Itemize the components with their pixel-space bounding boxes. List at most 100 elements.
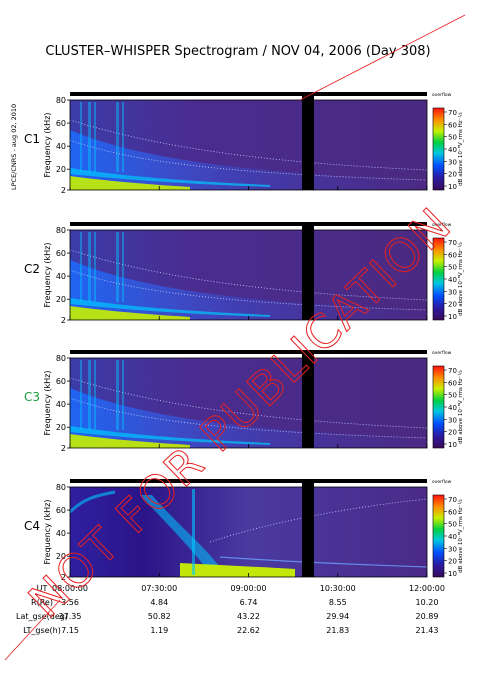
ephemeris-value: 3.56 xyxy=(61,598,79,607)
watermark-line-top xyxy=(299,14,466,101)
ephemeris-value: 10:30:00 xyxy=(320,584,356,593)
chart-title: CLUSTER–WHISPER Spectrogram / NOV 04, 20… xyxy=(45,44,430,59)
spectral-emissions xyxy=(68,489,428,577)
ephemeris-value: 20.89 xyxy=(416,612,439,621)
ephemeris-value: 43.22 xyxy=(237,612,260,621)
ephemeris-label: R(Re) xyxy=(31,598,53,607)
y-axis-label: Frequency (kHz) xyxy=(43,243,52,308)
panel-top-bar xyxy=(70,92,427,96)
colorbar-tick-label: 20 xyxy=(448,171,457,179)
y-tick-label: 60 xyxy=(56,119,66,128)
y-tick-label: 20 xyxy=(56,165,66,174)
spacecraft-label: C1 xyxy=(24,132,40,146)
colorbar-tick-label: 20 xyxy=(448,429,457,437)
y-tick-label: 60 xyxy=(56,506,66,515)
y-tick-label: 20 xyxy=(56,423,66,432)
y-tick-label: 40 xyxy=(56,142,66,151)
y-axis-label: Frequency (kHz) xyxy=(43,371,52,436)
spacecraft-label: C3 xyxy=(24,390,40,404)
data-gap xyxy=(302,483,314,577)
colorbar-tick-label: 40 xyxy=(448,404,457,412)
ephemeris-row-1: R(Re) 3.56 4.84 6.74 8.55 10.20 xyxy=(31,598,438,607)
spacecraft-label: C2 xyxy=(24,262,40,276)
ephemeris-value: 08:00:00 xyxy=(52,584,88,593)
panel-c4: 80 60 40 20 2 Frequency (kHz)C4 overflow 70 60 50… xyxy=(24,479,464,582)
colorbar-tick-label: 60 xyxy=(448,379,457,387)
ephemeris-value: 22.62 xyxy=(237,626,260,635)
colorbar-unit-label: dB above 10⁻⁸V_rms Hz⁻½ xyxy=(457,370,464,444)
colorbar-tick-label: 70 xyxy=(448,239,457,247)
y-tick-label: 40 xyxy=(56,529,66,538)
colorbar-tick-label: 50 xyxy=(448,392,457,400)
y-tick-label: 2 xyxy=(61,573,66,582)
ephemeris-value: 4.84 xyxy=(150,598,168,607)
colorbar-unit-label: dB above 10⁻⁸V_rms Hz⁻½ xyxy=(457,242,464,316)
y-tick-label: 80 xyxy=(56,483,66,492)
colorbar-tick-label: 40 xyxy=(448,533,457,541)
y-tick-label: 2 xyxy=(61,444,66,453)
y-tick-label: 60 xyxy=(56,377,66,386)
spacecraft-label: C4 xyxy=(24,519,40,533)
ephemeris-value: 7.15 xyxy=(61,626,79,635)
ephemeris-row-0: UT 08:00:00 07:30:00 09:00:00 10:30:00 12:00:… xyxy=(37,584,445,593)
colorbar-overflow-label: overflow xyxy=(432,350,452,356)
panel-c1: 80 60 40 20 2 Frequency (kHz)C1 overflow 70 60 50… xyxy=(24,92,464,195)
colorbar-tick-label: 30 xyxy=(448,158,457,166)
y-tick-label: 20 xyxy=(56,295,66,304)
ephemeris-value: 12:00:00 xyxy=(409,584,445,593)
colorbar-tick-label: 70 xyxy=(448,496,457,504)
y-tick-label: 80 xyxy=(56,96,66,105)
colorbar-gradient xyxy=(432,494,445,578)
data-gap xyxy=(302,96,314,190)
colorbar-gradient xyxy=(432,365,445,449)
colorbar-tick-label: 50 xyxy=(448,521,457,529)
y-tick-label: 40 xyxy=(56,272,66,281)
panel-top-bar xyxy=(70,479,427,483)
colorbar-tick-label: 30 xyxy=(448,545,457,553)
ephemeris-value: 8.55 xyxy=(329,598,347,607)
y-tick-label: 2 xyxy=(61,316,66,325)
colorbar-tick-label: 50 xyxy=(448,134,457,142)
colorbar-tick-label: 20 xyxy=(448,301,457,309)
colorbar-tick-label: 60 xyxy=(448,508,457,516)
ephemeris-label: LT_gse(h) xyxy=(23,626,61,635)
y-axis-label: Frequency (kHz) xyxy=(43,113,52,178)
colorbar-tick-label: 60 xyxy=(448,251,457,259)
colorbar-tick-label: 10 xyxy=(448,570,457,578)
y-tick-label: 20 xyxy=(56,552,66,561)
data-gap xyxy=(302,226,314,320)
panel-top-bar xyxy=(70,350,427,354)
ephemeris-value: 07:30:00 xyxy=(141,584,177,593)
colorbar-tick-label: 30 xyxy=(448,288,457,296)
spectral-emissions xyxy=(69,232,428,320)
y-tick-label: 60 xyxy=(56,249,66,258)
ephemeris-value: 6.74 xyxy=(240,598,258,607)
panel-top-bar xyxy=(70,222,427,226)
ephemeris-row-3: LT_gse(h) 7.15 1.19 22.62 21.83 21.43 xyxy=(23,626,438,635)
ephemeris-label: Lat_gse(deg) xyxy=(16,612,68,621)
ephemeris-row-2: Lat_gse(deg)37.35 50.82 43.22 29.94 20.89 xyxy=(16,612,438,621)
colorbar-overflow-label: overflow xyxy=(432,222,452,228)
colorbar-tick-label: 30 xyxy=(448,416,457,424)
y-tick-label: 80 xyxy=(56,354,66,363)
ephemeris-label: UT xyxy=(37,584,48,593)
ephemeris-value: 1.19 xyxy=(150,626,168,635)
spectrogram-area xyxy=(70,487,427,577)
y-tick-label: 40 xyxy=(56,400,66,409)
colorbar-tick-label: 70 xyxy=(448,109,457,117)
credit-text: LPCE/CNRS - aug 02, 2010 xyxy=(10,104,18,190)
colorbar-tick-label: 10 xyxy=(448,183,457,191)
colorbar-overflow-label: overflow xyxy=(432,479,452,485)
colorbar-overflow-label: overflow xyxy=(432,92,452,98)
ephemeris-value: 21.83 xyxy=(326,626,349,635)
panel-c3: 80 60 40 20 2 Frequency (kHz)C3 overflow 70 60 50… xyxy=(24,350,464,453)
colorbar-tick-label: 40 xyxy=(448,276,457,284)
ephemeris-value: 50.82 xyxy=(148,612,171,621)
data-gap xyxy=(302,354,314,448)
ephemeris-value: 21.43 xyxy=(416,626,439,635)
